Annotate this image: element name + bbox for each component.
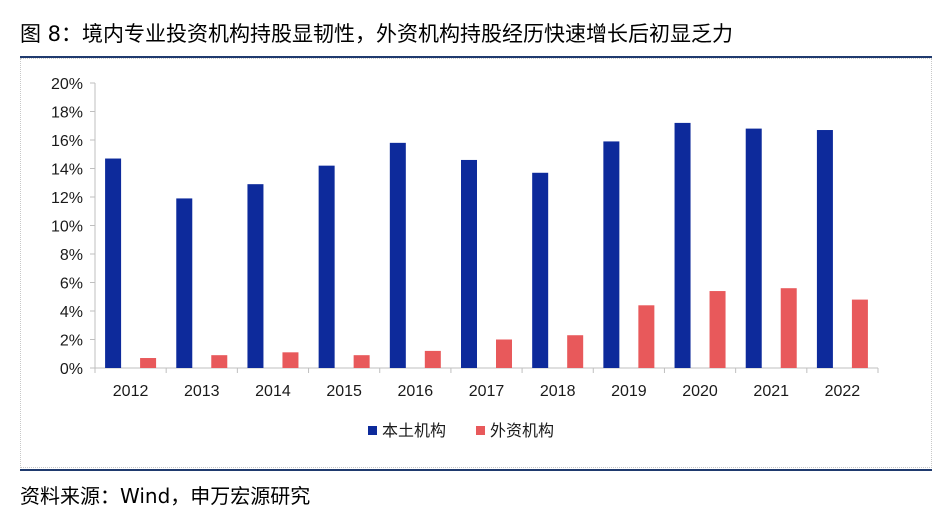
x-tick-label: 2018	[540, 383, 576, 400]
bar-foreign-2017	[496, 339, 512, 368]
legend: 本土机构 外资机构	[368, 421, 554, 440]
bar-domestic-2018	[532, 172, 549, 368]
legend-swatch-foreign	[476, 426, 485, 435]
bar-domestic-2017	[461, 159, 477, 368]
x-tick-label: 2012	[113, 383, 149, 400]
legend-label-foreign: 外资机构	[490, 421, 554, 440]
chart-frame	[20, 58, 932, 468]
x-tick-label: 2019	[611, 383, 647, 400]
bar-domestic-2019	[603, 141, 620, 368]
y-tick-label: 16%	[51, 133, 83, 150]
x-tick-label: 2017	[469, 383, 505, 400]
x-tick-label: 2016	[398, 383, 434, 400]
bar-foreign-2018	[567, 335, 584, 368]
bar-foreign-2013	[211, 355, 228, 368]
bar-domestic-2021	[745, 128, 762, 368]
title-rule	[20, 56, 932, 58]
bar-foreign-2014	[282, 352, 299, 368]
x-tick-label: 2015	[326, 383, 362, 400]
bar-domestic-2020	[674, 122, 691, 369]
y-tick-label: 4%	[60, 304, 83, 321]
source-note: 资料来源：Wind，申万宏源研究	[20, 484, 311, 508]
x-tick-label: 2020	[682, 383, 718, 400]
y-tick-label: 14%	[51, 162, 83, 179]
legend-swatch-domestic	[368, 426, 377, 435]
figure-title: 图 8：境内专业投资机构持股显韧性，外资机构持股经历快速增长后初显乏力	[20, 22, 734, 46]
x-tick-label: 2021	[753, 383, 789, 400]
y-tick-label: 6%	[60, 276, 83, 293]
x-tick-label: 2013	[184, 383, 220, 400]
y-tick-label: 2%	[60, 333, 83, 350]
bar-domestic-2016	[389, 142, 406, 368]
y-tick-label: 12%	[51, 190, 83, 207]
bar-domestic-2014	[247, 184, 264, 368]
bar-domestic-2012	[105, 158, 122, 368]
source-rule	[20, 469, 932, 471]
bar-foreign-2020	[709, 291, 726, 368]
bar-foreign-2022	[851, 299, 868, 368]
bar-foreign-2019	[638, 305, 655, 368]
y-tick-label: 0%	[60, 361, 83, 378]
bars	[105, 122, 868, 369]
bar-foreign-2021	[780, 288, 797, 368]
x-tick-label: 2014	[255, 383, 291, 400]
x-axis: 2012 2013 2014 2015 2016 2017 2018 2019 2020 2021…	[94, 367, 879, 400]
x-tick-label: 2022	[825, 383, 861, 400]
bar-domestic-2015	[318, 165, 335, 368]
bar-foreign-2012	[140, 358, 157, 368]
bar-domestic-2022	[816, 130, 833, 368]
y-tick-label: 18%	[51, 105, 83, 122]
y-axis: 0% 2% 4% 6% 8% 10% 12% 14% 16% 18% 20%	[51, 76, 96, 378]
y-tick-label: 10%	[51, 219, 83, 236]
y-tick-label: 8%	[60, 247, 83, 264]
bar-foreign-2015	[353, 355, 370, 368]
legend-label-domestic: 本土机构	[382, 421, 446, 440]
y-tick-label: 20%	[51, 76, 83, 93]
bar-foreign-2016	[424, 350, 441, 368]
bar-domestic-2013	[176, 198, 193, 368]
